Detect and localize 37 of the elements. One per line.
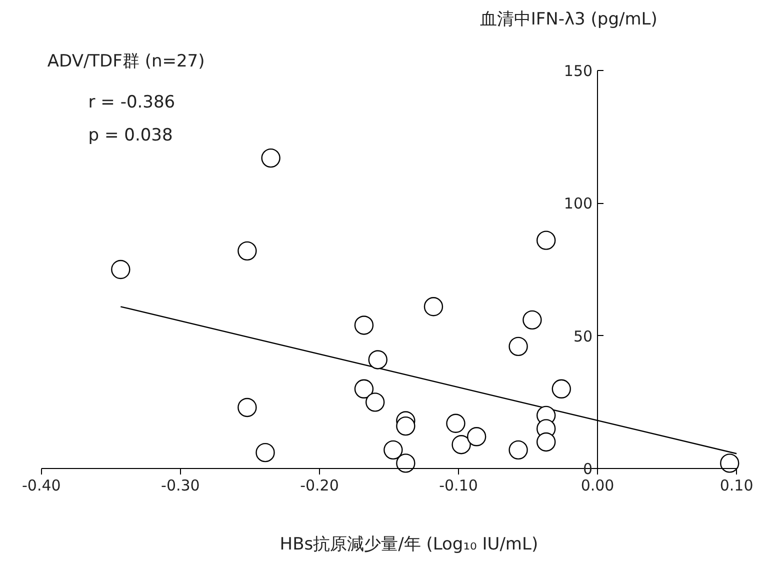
y-tick-label: 100 [564,194,593,213]
y-tick-label: 50 [573,327,593,346]
point [354,316,374,335]
point [508,440,528,460]
point [354,379,374,398]
point [396,416,416,436]
point [552,379,571,398]
x-axis-title: HBs抗原減少量/年 (Log₁₀ IU/mL) [280,534,538,554]
x-tick-label: -0.10 [439,476,478,494]
point [368,350,388,370]
x-tick-label: 0.00 [580,476,614,494]
x-tick-label: -0.20 [300,476,339,494]
y-axis-title: 血清中IFN-λ3 (pg/mL) [480,10,658,30]
point [238,241,257,261]
point [396,454,416,473]
annotation: p = 0.038 [88,126,173,146]
point [536,432,556,452]
point [238,398,257,418]
point [424,297,444,316]
point [384,440,403,460]
point [446,414,466,433]
point [536,230,556,250]
point [365,392,385,412]
annotation: r = -0.386 [88,92,176,112]
x-tick-label: -0.30 [161,476,200,494]
point [522,310,542,330]
point [256,443,275,462]
annotation: ADV/TDF群 (n=27) [47,52,205,72]
point [261,148,280,168]
x-tick-label: 0.10 [720,476,754,494]
y-tick-label: 150 [564,62,593,80]
point [720,454,740,473]
point [466,427,486,446]
point [111,260,130,280]
x-tick-label: -0.40 [22,476,61,494]
point [452,435,471,454]
point [508,336,528,356]
